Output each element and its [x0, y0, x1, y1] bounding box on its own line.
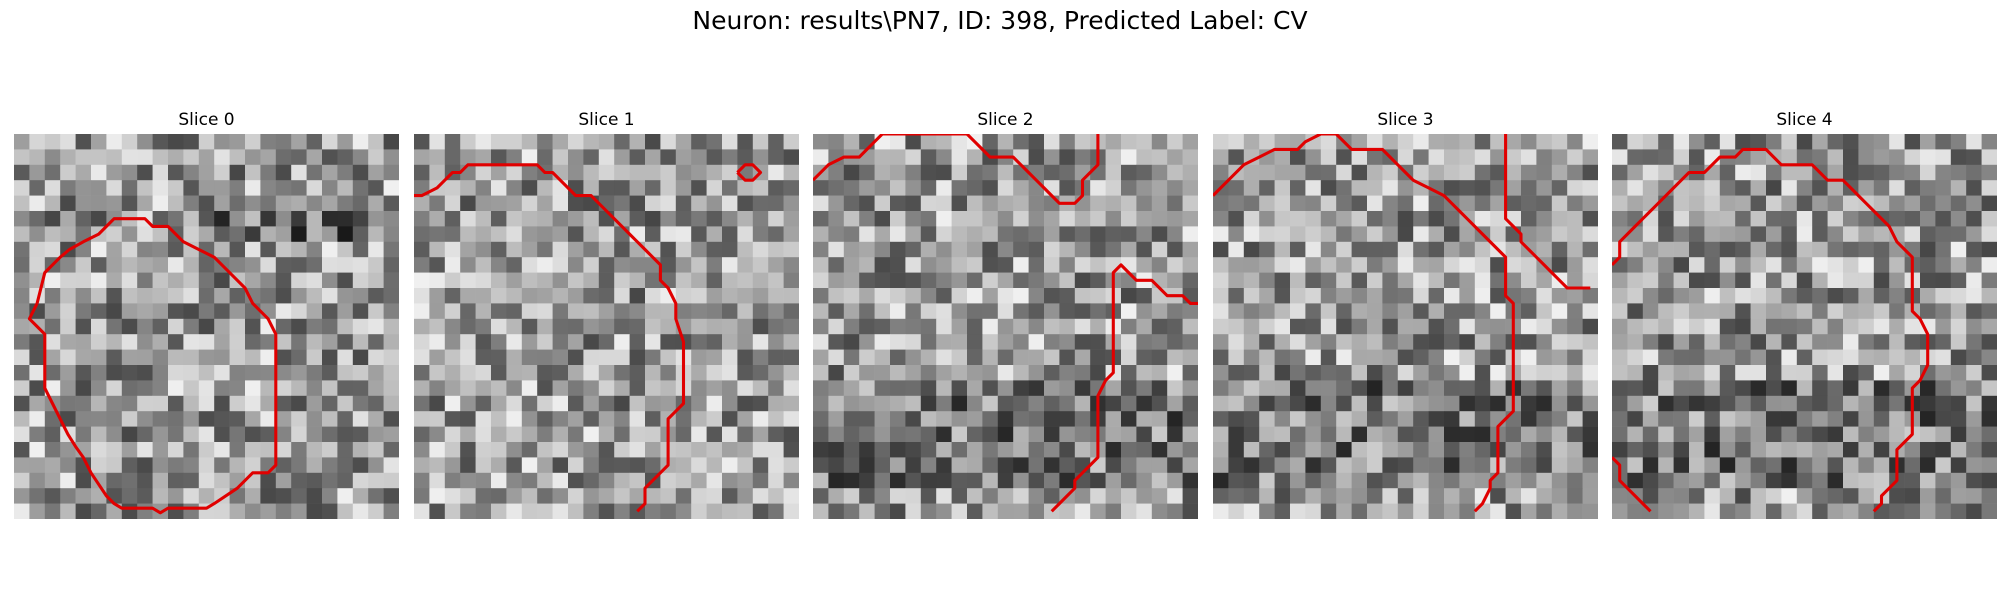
slice-panel-3: Slice 3 [1213, 108, 1598, 526]
slice-panel-2: Slice 2 [813, 108, 1198, 526]
slice-image [1612, 134, 1997, 519]
slice-title: Slice 2 [813, 108, 1198, 132]
slice-panel-0: Slice 0 [14, 108, 399, 526]
figure-title: Neuron: results\PN7, ID: 398, Predicted … [0, 6, 2000, 35]
slice-title: Slice 1 [414, 108, 799, 132]
slice-image [414, 134, 799, 519]
slice-panel-1: Slice 1 [414, 108, 799, 526]
slice-title: Slice 0 [14, 108, 399, 132]
slice-title: Slice 3 [1213, 108, 1598, 132]
slice-image [14, 134, 399, 519]
slice-image [813, 134, 1198, 519]
slice-image [1213, 134, 1598, 519]
slice-title: Slice 4 [1612, 108, 1997, 132]
slice-panel-4: Slice 4 [1612, 108, 1997, 526]
